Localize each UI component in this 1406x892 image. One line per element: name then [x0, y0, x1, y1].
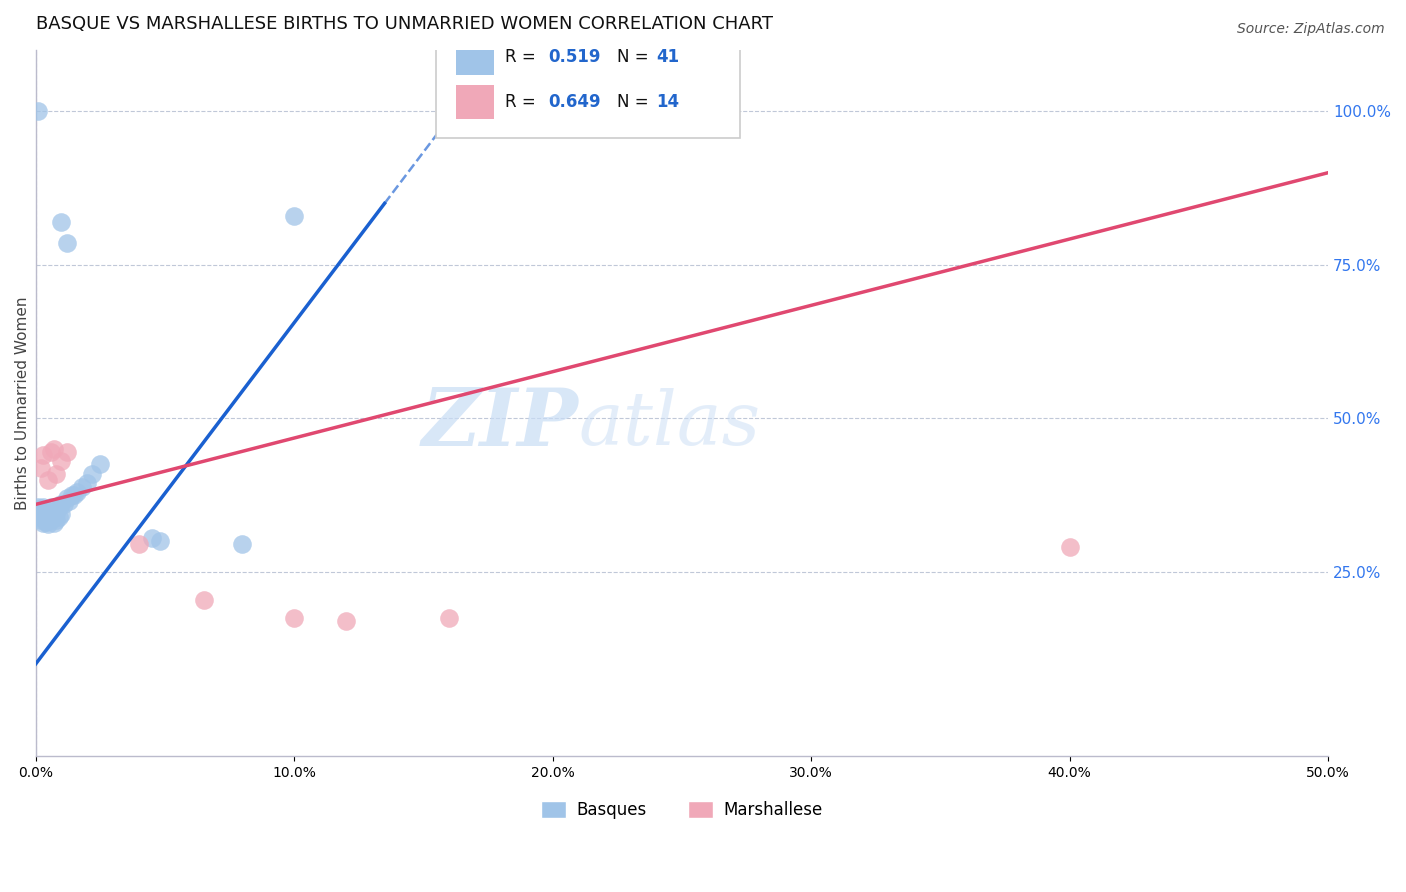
Point	[32, 509, 55, 524]
Point	[60, 488, 83, 502]
Point	[48, 509, 70, 524]
Point	[37, 507, 59, 521]
Point	[193, 592, 215, 607]
Text: BASQUE VS MARSHALLESE BIRTHS TO UNMARRIED WOMEN CORRELATION CHART: BASQUE VS MARSHALLESE BIRTHS TO UNMARRIE…	[35, 15, 772, 33]
Point	[45, 467, 67, 481]
Text: R =: R =	[505, 93, 541, 112]
Point	[51, 507, 73, 521]
Point	[45, 513, 67, 527]
Text: 14: 14	[657, 93, 679, 112]
Point	[51, 497, 73, 511]
Point	[53, 497, 76, 511]
Point	[48, 500, 70, 515]
FancyBboxPatch shape	[456, 41, 495, 75]
Point	[76, 475, 98, 490]
Point	[39, 500, 62, 515]
Text: 0.649: 0.649	[548, 93, 602, 112]
Text: ZIP: ZIP	[422, 385, 578, 463]
Point	[66, 485, 89, 500]
Text: 41: 41	[657, 48, 679, 66]
Point	[39, 513, 62, 527]
Point	[141, 531, 163, 545]
Text: 0.519: 0.519	[548, 48, 602, 66]
Point	[63, 488, 86, 502]
Point	[37, 513, 59, 527]
Point	[1059, 541, 1081, 555]
Point	[55, 445, 77, 459]
Point	[32, 448, 55, 462]
Point	[35, 505, 58, 519]
FancyBboxPatch shape	[436, 21, 740, 138]
Point	[30, 503, 52, 517]
Point	[55, 236, 77, 251]
Point	[42, 516, 65, 530]
Point	[27, 104, 49, 119]
Point	[55, 491, 77, 506]
Text: R =: R =	[505, 48, 541, 66]
Point	[35, 508, 58, 523]
Point	[283, 209, 305, 223]
FancyBboxPatch shape	[456, 85, 495, 119]
Point	[89, 458, 111, 472]
Point	[128, 537, 150, 551]
Point	[32, 500, 55, 515]
Point	[335, 614, 357, 628]
Point	[39, 445, 62, 459]
Text: N =: N =	[617, 48, 654, 66]
Point	[70, 480, 93, 494]
Point	[39, 508, 62, 523]
Point	[82, 467, 104, 481]
Point	[42, 509, 65, 524]
Point	[58, 494, 80, 508]
Point	[45, 507, 67, 521]
Text: Source: ZipAtlas.com: Source: ZipAtlas.com	[1237, 22, 1385, 37]
Point	[437, 611, 460, 625]
Point	[30, 513, 52, 527]
Point	[27, 509, 49, 524]
Legend: Basques, Marshallese: Basques, Marshallese	[534, 794, 830, 826]
Point	[37, 517, 59, 532]
Y-axis label: Births to Unmarried Women: Births to Unmarried Women	[15, 296, 30, 510]
Point	[51, 215, 73, 229]
Point	[37, 473, 59, 487]
Text: atlas: atlas	[578, 388, 761, 460]
Point	[42, 442, 65, 456]
Text: N =: N =	[617, 93, 654, 112]
Point	[32, 516, 55, 530]
Point	[30, 460, 52, 475]
Point	[35, 515, 58, 529]
Point	[149, 534, 172, 549]
Point	[27, 500, 49, 515]
Point	[231, 537, 253, 551]
Point	[42, 503, 65, 517]
Point	[283, 611, 305, 625]
Point	[51, 454, 73, 468]
